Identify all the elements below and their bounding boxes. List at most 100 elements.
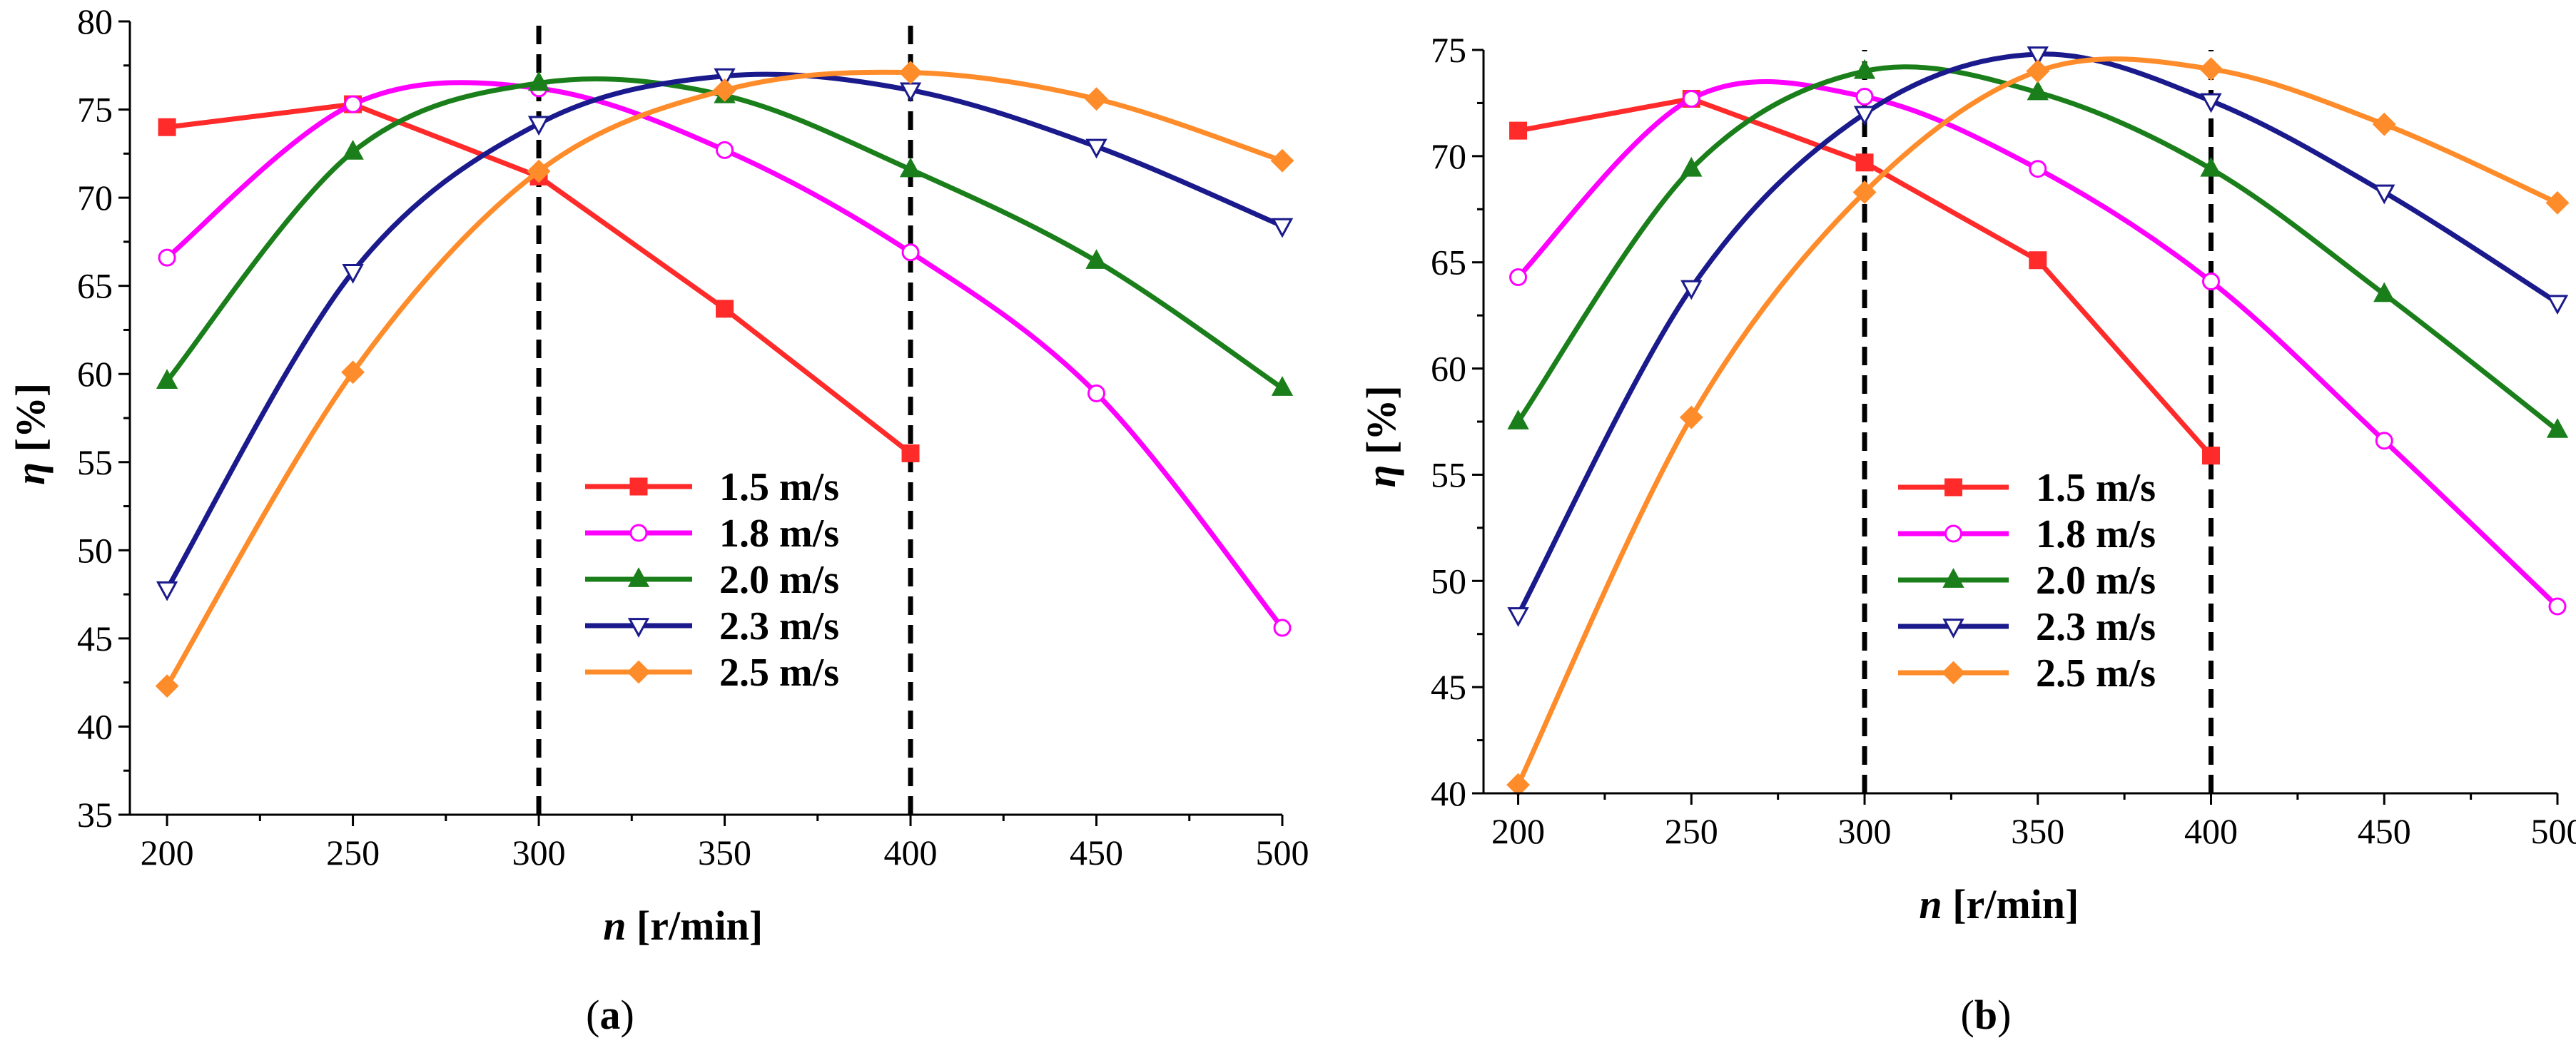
y-tick-label: 70: [77, 178, 113, 218]
y-tick-label: 70: [1431, 136, 1466, 176]
data-point: [1853, 58, 1876, 79]
data-point: [1509, 121, 1528, 140]
y-tick-label: 60: [1431, 349, 1466, 389]
data-point: [1273, 619, 1292, 637]
data-point: [901, 243, 920, 262]
x-tick-label: 300: [512, 833, 566, 873]
series-1-5-m-s: [1509, 89, 2221, 465]
legend: 1.5 m/s1.8 m/s2.0 m/s2.3 m/s2.5 m/s: [585, 465, 839, 695]
x-axis-unit: [r/min]: [1952, 881, 2079, 927]
data-point: [156, 581, 178, 601]
data-point: [899, 157, 922, 178]
data-point: [2029, 251, 2047, 270]
legend-swatch-marker: [629, 524, 648, 542]
data-point: [713, 78, 736, 102]
legend-label: 1.5 m/s: [719, 465, 839, 509]
legend-swatch-marker: [627, 660, 651, 684]
series-line: [164, 76, 1285, 391]
series-2-0-m-s: [1507, 58, 2569, 438]
x-tick-label: 400: [2184, 811, 2238, 851]
x-tick-label: 300: [1838, 811, 1892, 851]
series-line: [1516, 64, 2560, 433]
y-tick-label: 65: [1431, 243, 1466, 283]
x-axis-unit: [r/min]: [637, 902, 763, 949]
data-point: [155, 674, 179, 698]
data-point: [527, 159, 551, 183]
data-point: [2200, 93, 2222, 113]
data-point: [2548, 597, 2567, 616]
x-tick-label: 500: [2531, 811, 2576, 851]
data-point: [2200, 156, 2222, 177]
x-tick-label: 450: [2358, 811, 2411, 851]
y-tick-label: 50: [77, 530, 113, 570]
legend-item: 2.3 m/s: [1898, 605, 2156, 649]
series-2-5-m-s: [1506, 56, 2570, 797]
data-point: [1509, 268, 1528, 287]
legend-swatch-marker: [1942, 619, 1964, 639]
caption-open: (: [1961, 992, 1974, 1038]
data-point: [716, 141, 734, 159]
caption-letter: b: [1974, 992, 1997, 1038]
legend-label: 2.0 m/s: [2036, 559, 2156, 603]
legend-item: 2.0 m/s: [585, 558, 839, 602]
x-tick-label: 250: [1665, 811, 1718, 851]
data-point: [1507, 409, 1529, 429]
data-point: [527, 71, 550, 91]
data-point: [158, 248, 176, 267]
y-axis-unit: [%]: [7, 383, 54, 452]
x-tick-label: 250: [326, 833, 380, 873]
data-point: [1085, 87, 1108, 111]
y-tick-label: 75: [77, 90, 113, 130]
legend-item: 2.5 m/s: [585, 651, 839, 695]
data-point: [2373, 184, 2395, 205]
legend-swatch-marker: [627, 618, 650, 638]
y-tick-label: 60: [77, 354, 113, 394]
data-point: [1270, 148, 1294, 173]
data-point: [2546, 418, 2569, 438]
legend-label: 1.5 m/s: [2036, 466, 2156, 510]
y-tick-label: 40: [1431, 773, 1466, 813]
data-point: [2202, 273, 2221, 291]
data-point: [1680, 156, 1703, 177]
data-point: [1085, 249, 1107, 269]
y-tick-label: 80: [77, 1, 113, 41]
panel-caption: (a): [586, 992, 634, 1038]
y-tick-label: 35: [77, 795, 113, 835]
legend-label: 2.3 m/s: [2036, 605, 2156, 649]
x-axis-variable: n: [1919, 881, 1942, 927]
y-axis-title: η [%]: [7, 383, 54, 485]
y-tick-label: 55: [77, 442, 113, 482]
x-tick-label: 350: [2011, 811, 2064, 851]
y-tick-label: 45: [1431, 667, 1466, 707]
y-axis-space: [7, 452, 54, 462]
y-tick-label: 65: [77, 266, 113, 306]
legend-label: 1.8 m/s: [719, 512, 839, 556]
legend-label: 1.8 m/s: [2036, 512, 2156, 556]
data-point: [1680, 280, 1703, 300]
y-axis-variable: η: [1358, 464, 1404, 487]
data-point: [1855, 153, 1874, 172]
y-axis-space: [1358, 454, 1404, 465]
series-line: [1516, 56, 2560, 788]
data-point: [344, 95, 362, 113]
data-point: [2027, 80, 2049, 101]
x-axis-space: [626, 902, 637, 949]
legend-label: 2.0 m/s: [719, 558, 839, 602]
data-point: [716, 300, 734, 318]
data-point: [2199, 57, 2223, 81]
data-point: [341, 360, 365, 385]
legend-item: 2.0 m/s: [1898, 559, 2156, 603]
data-point: [2373, 282, 2395, 302]
caption-open: (: [586, 992, 599, 1038]
data-point: [2375, 432, 2393, 450]
data-point: [2029, 160, 2047, 178]
legend-label: 2.3 m/s: [719, 604, 839, 648]
data-point: [2372, 112, 2396, 136]
series-2-0-m-s: [156, 71, 1294, 396]
data-point: [2545, 190, 2570, 215]
x-tick-label: 200: [1491, 811, 1545, 851]
y-axis-variable: η: [7, 462, 54, 485]
data-point: [342, 264, 364, 284]
data-point: [2026, 59, 2050, 83]
